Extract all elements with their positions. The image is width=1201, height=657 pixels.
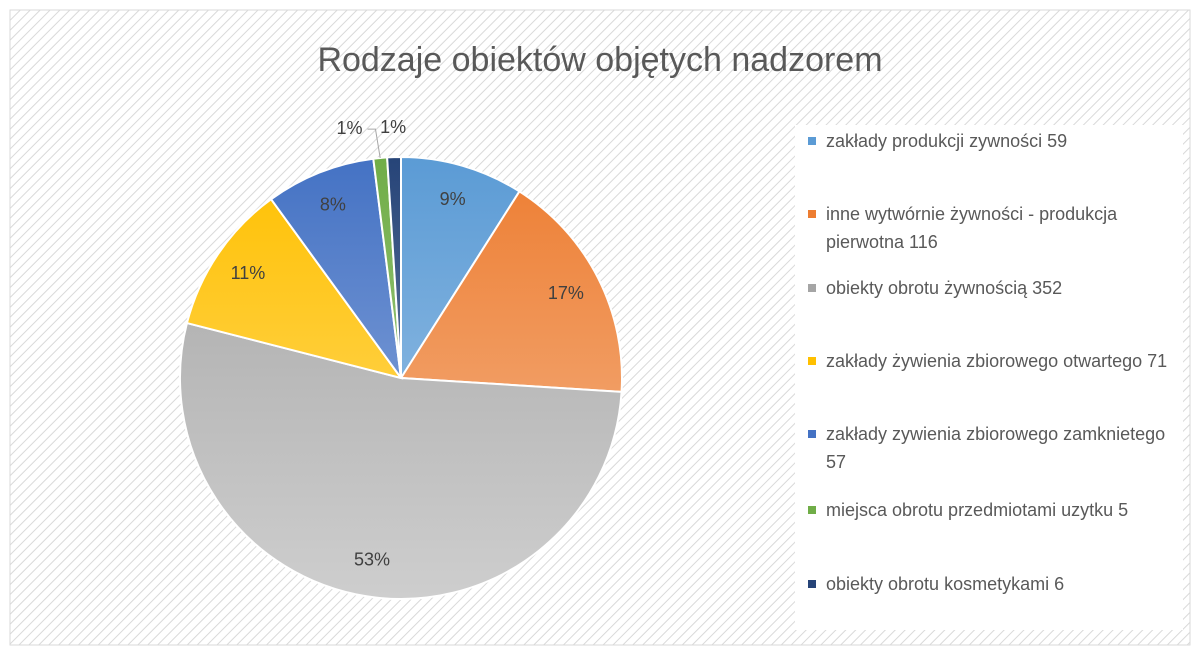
legend-label: zakłady żywienia zbiorowego otwartego 71: [826, 351, 1168, 371]
legend-label: inne wytwórnie żywności - produkcja pier…: [826, 204, 1118, 252]
legend-label: miejsca obrotu przedmiotami uzytku 5: [826, 500, 1129, 520]
data-label: 53%: [354, 549, 390, 569]
legend-item: miejsca obrotu przedmiotami uzytku 5: [808, 496, 1181, 524]
data-label: 1%: [336, 118, 362, 138]
data-label: 1%: [380, 117, 406, 137]
pie-slice: [269, 157, 402, 379]
legend-label: zakłady zywienia zbiorowego zamknietego …: [826, 424, 1166, 472]
legend-label: obiekty obrotu kosmetykami 6: [826, 574, 1065, 594]
pie-slice: [386, 155, 402, 379]
legend-item: zakłady produkcji zywności 59: [808, 127, 1181, 155]
legend-swatch: [808, 284, 816, 292]
legend: zakłady produkcji zywności 59 inne wytwór…: [795, 125, 1183, 630]
legend-swatch: [808, 357, 816, 365]
legend-swatch: [808, 580, 816, 588]
pie-slice: [179, 321, 623, 600]
legend-item: obiekty obrotu kosmetykami 6: [808, 570, 1181, 598]
legend-item: zakłady żywienia zbiorowego otwartego 71: [808, 347, 1181, 375]
legend-item: zakłady zywienia zbiorowego zamknietego …: [808, 420, 1181, 476]
data-label: 17%: [548, 283, 584, 303]
leader-line: [367, 128, 381, 159]
data-label: 8%: [320, 195, 346, 215]
legend-item: obiekty obrotu żywnością 352: [808, 274, 1181, 302]
legend-swatch: [808, 137, 816, 145]
legend-swatch: [808, 210, 816, 218]
chart-title: Rodzaje obiektów objętych nadzorem: [317, 41, 882, 79]
pie-slice: [399, 190, 623, 393]
pie-slice: [185, 197, 404, 380]
data-label: 11%: [231, 263, 266, 283]
legend-swatch: [808, 430, 816, 438]
pie-slice: [400, 155, 521, 382]
data-label: 9%: [440, 189, 466, 209]
legend-label: obiekty obrotu żywnością 352: [826, 278, 1063, 298]
legend-label: zakłady produkcji zywności 59: [826, 131, 1068, 151]
legend-item: inne wytwórnie żywności - produkcja pier…: [808, 200, 1181, 256]
legend-swatch: [808, 506, 816, 514]
